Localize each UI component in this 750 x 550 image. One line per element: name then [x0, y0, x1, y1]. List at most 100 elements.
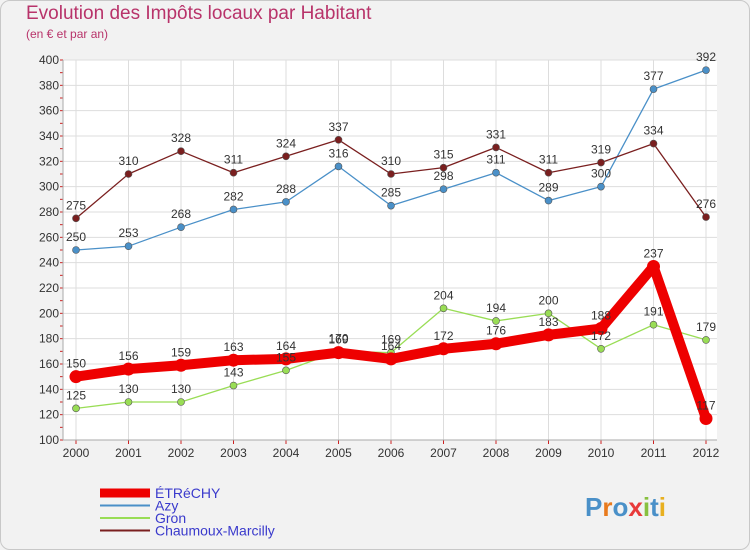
- y-tick-label: 300: [39, 180, 59, 194]
- x-tick-label: 2006: [378, 446, 405, 460]
- y-tick-label: 260: [39, 230, 59, 244]
- x-tick-label: 2003: [220, 446, 247, 460]
- data-label: 156: [118, 349, 138, 363]
- data-point: [177, 223, 185, 231]
- data-label: 315: [433, 148, 453, 162]
- x-tick-label: 2009: [535, 446, 562, 460]
- data-label: 337: [328, 120, 348, 134]
- plot-area: [63, 60, 717, 440]
- data-label: 311: [539, 153, 558, 167]
- data-point: [282, 152, 290, 161]
- data-point: [699, 411, 713, 425]
- data-point: [649, 85, 658, 93]
- data-label: 253: [118, 226, 138, 240]
- legend-label: Azy: [155, 498, 178, 514]
- data-point: [597, 182, 605, 191]
- data-point: [124, 170, 133, 178]
- x-tick-label: 2005: [325, 446, 352, 460]
- data-label: 311: [486, 153, 505, 167]
- data-label: 250: [66, 230, 86, 244]
- data-point: [227, 353, 240, 367]
- data-point: [384, 352, 398, 366]
- data-label: 275: [66, 198, 86, 212]
- data-label: 316: [328, 146, 348, 160]
- y-tick-label: 120: [39, 408, 59, 422]
- data-label: 172: [591, 329, 611, 343]
- data-label: 334: [643, 124, 663, 138]
- y-tick-label: 200: [39, 306, 59, 320]
- y-tick-label: 320: [39, 154, 59, 168]
- data-label: 331: [486, 127, 506, 141]
- data-point: [177, 147, 185, 155]
- data-label: 288: [276, 182, 296, 196]
- data-point: [124, 242, 133, 250]
- data-label: 159: [171, 345, 191, 359]
- data-label: 377: [643, 69, 663, 83]
- data-label: 125: [66, 388, 86, 402]
- data-label: 130: [118, 382, 138, 396]
- data-point: [332, 346, 345, 360]
- data-point: [544, 168, 553, 177]
- data-point: [544, 196, 553, 205]
- x-tick-label: 2000: [63, 446, 90, 460]
- data-label: 282: [223, 189, 243, 203]
- chart-subtitle: (en € et par an): [26, 27, 109, 41]
- data-label: 328: [171, 131, 191, 145]
- data-point: [489, 337, 503, 351]
- data-point: [177, 398, 185, 406]
- data-point: [437, 342, 450, 356]
- data-label: 311: [224, 153, 243, 167]
- y-tick-label: 220: [39, 281, 59, 295]
- data-label: 276: [696, 197, 716, 211]
- data-point: [542, 328, 555, 342]
- chart-title: Evolution des Impôts locaux par Habitant: [26, 3, 372, 24]
- data-point: [439, 185, 448, 193]
- data-label: 163: [223, 340, 243, 354]
- y-tick-label: 360: [39, 104, 59, 118]
- data-point: [229, 381, 238, 390]
- data-point: [72, 246, 80, 254]
- data-point: [72, 404, 80, 413]
- x-tick-label: 2011: [641, 446, 667, 460]
- x-tick-label: 2007: [430, 446, 457, 460]
- data-label: 183: [538, 315, 558, 329]
- y-tick-label: 400: [39, 53, 59, 67]
- data-point: [649, 139, 658, 148]
- y-tick-label: 180: [39, 332, 59, 346]
- data-point: [492, 168, 500, 177]
- data-label: 188: [591, 309, 611, 323]
- y-tick-label: 160: [39, 357, 59, 371]
- data-point: [544, 309, 553, 318]
- data-label: 298: [433, 169, 453, 183]
- y-tick-label: 100: [39, 433, 59, 447]
- data-label: 143: [223, 366, 243, 380]
- data-label: 300: [591, 167, 611, 181]
- data-label: 164: [381, 339, 401, 353]
- data-label: 169: [381, 333, 401, 347]
- legend-label: Chaumoux-Marcilly: [155, 523, 275, 539]
- data-label: 310: [118, 154, 138, 168]
- x-tick-label: 2001: [115, 446, 142, 460]
- data-label: 164: [276, 339, 296, 353]
- data-label: 285: [381, 186, 401, 200]
- data-point: [282, 198, 290, 206]
- data-point: [439, 304, 448, 313]
- data-point: [334, 162, 343, 171]
- data-point: [702, 66, 710, 74]
- data-label: 204: [433, 288, 453, 302]
- y-tick-label: 240: [39, 256, 59, 270]
- data-point: [702, 336, 710, 344]
- data-point: [72, 214, 80, 223]
- proxiti-logo: Proxiti: [585, 492, 666, 522]
- data-point: [387, 170, 395, 178]
- data-point: [334, 136, 343, 144]
- data-point: [282, 366, 290, 375]
- data-point: [702, 213, 710, 221]
- y-tick-label: 380: [39, 78, 59, 92]
- y-tick-label: 140: [39, 382, 59, 396]
- y-tick-label: 280: [39, 205, 59, 219]
- data-label: 130: [171, 382, 191, 396]
- data-point: [229, 205, 238, 214]
- data-label: 289: [538, 181, 558, 195]
